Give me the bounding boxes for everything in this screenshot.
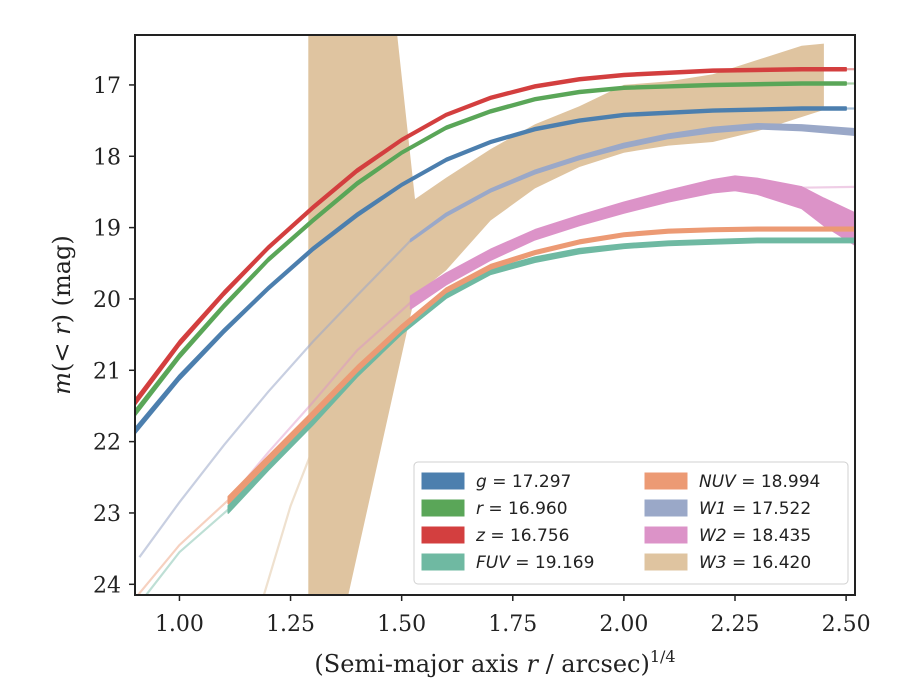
series-w2-extrapolation: [227, 301, 412, 501]
x-axis: 1.00 1.25 1.50 1.75 2.00 2.25 2.50: [155, 595, 871, 637]
legend-label: W1 = 17.522: [699, 499, 811, 519]
legend-box: [413, 461, 849, 585]
plot-area: [135, 35, 855, 595]
y-tick-label: 24: [93, 573, 121, 598]
y-axis: 17 18 19 20 21 22 23 24: [93, 74, 135, 598]
series-w1: [138, 123, 855, 558]
y-tick-label: 23: [93, 502, 121, 527]
x-tick-label: 1.75: [488, 612, 537, 637]
y-tick-label: 21: [93, 359, 121, 384]
legend-entry-nuv: NUV = 18.994: [644, 472, 820, 492]
series-w1-extrapolation: [138, 239, 412, 558]
legend-swatch: [644, 526, 688, 544]
series-w2: [227, 175, 855, 501]
legend-entry-fuv: FUV = 19.169: [421, 553, 594, 573]
legend-label: g = 17.297: [476, 472, 571, 492]
series-fuv-extrapolation: [144, 508, 230, 595]
series-nuv: [136, 226, 855, 595]
axes-frame: [134, 34, 856, 596]
series-nuv-band: [227, 226, 855, 505]
legend-entries: g = 17.297 r = 16.960 z = 16.756 FUV = 19.1…: [421, 472, 820, 573]
legend-entry-w3: W3 = 16.420: [644, 553, 811, 573]
y-tick-label: 22: [93, 431, 121, 456]
legend-label: NUV = 18.994: [699, 472, 820, 492]
x-tick-label: 1.00: [155, 612, 204, 637]
legend-label: r = 16.960: [476, 499, 568, 519]
x-tick-label: 2.25: [711, 612, 760, 637]
legend-swatch: [644, 553, 688, 571]
legend-swatch: [421, 499, 465, 517]
series-nuv-extrapolation: [136, 499, 230, 595]
series-r-band: [135, 81, 847, 417]
legend-swatch: [421, 472, 465, 490]
legend-entry-w1: W1 = 17.522: [644, 499, 811, 519]
legend-swatch: [421, 526, 465, 544]
series-r: [135, 81, 855, 417]
y-tick-label: 19: [93, 217, 121, 242]
x-tick-label: 1.50: [377, 612, 426, 637]
legend-label: z = 16.756: [475, 526, 569, 546]
y-tick-label: 18: [93, 145, 121, 170]
series-z-band: [135, 67, 847, 406]
legend-entry-r: r = 16.960: [421, 499, 568, 519]
y-tick-label: 17: [93, 74, 121, 99]
y-axis-label: m(< r) (mag): [48, 235, 76, 395]
x-tick-label: 2.00: [599, 612, 648, 637]
legend-swatch: [421, 553, 465, 571]
legend-entry-z: z = 16.756: [421, 526, 569, 546]
y-tick-label: 20: [93, 288, 121, 313]
x-tick-label: 2.50: [822, 612, 871, 637]
series-w2-band: [409, 175, 855, 310]
series-z: [135, 67, 855, 406]
legend-entry-g: g = 17.297: [421, 472, 571, 492]
legend: g = 17.297 r = 16.960 z = 16.756 FUV = 19.1…: [413, 461, 849, 585]
series-w1-band: [409, 123, 855, 243]
series-g: [135, 106, 855, 435]
legend-label: W2 = 18.435: [699, 526, 811, 546]
series-w3-band: [308, 35, 824, 595]
series-g-band: [135, 106, 847, 435]
x-tick-label: 1.25: [266, 612, 315, 637]
legend-label: FUV = 19.169: [476, 553, 594, 573]
x-axis-label: (Semi-major axis r / arcsec)1/4: [314, 647, 675, 678]
legend-label: W3 = 16.420: [699, 553, 811, 573]
legend-swatch: [644, 472, 688, 490]
legend-entry-w2: W2 = 18.435: [644, 526, 811, 546]
legend-swatch: [644, 499, 688, 517]
